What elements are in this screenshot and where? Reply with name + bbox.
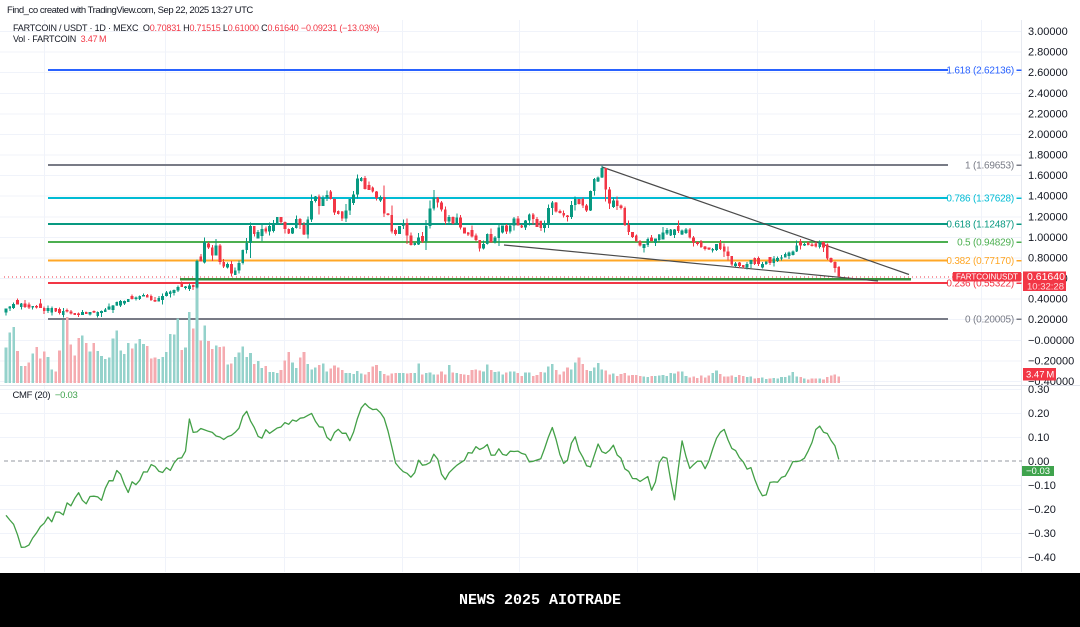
svg-text:1.60000: 1.60000 <box>1028 170 1068 182</box>
svg-text:1.40000: 1.40000 <box>1028 191 1068 203</box>
svg-text:0.382 (0.77170): 0.382 (0.77170) <box>946 256 1014 267</box>
svg-text:0.20: 0.20 <box>1028 408 1049 420</box>
svg-text:0.61640: 0.61640 <box>1027 271 1065 283</box>
svg-text:−0.00000: −0.00000 <box>1028 335 1074 347</box>
svg-text:3.00000: 3.00000 <box>1028 26 1068 38</box>
svg-text:0.80000: 0.80000 <box>1028 253 1068 265</box>
svg-text:FARTCOINUSDT: FARTCOINUSDT <box>956 272 1018 281</box>
svg-text:0.20000: 0.20000 <box>1028 314 1068 326</box>
svg-text:0.30: 0.30 <box>1028 384 1049 396</box>
svg-text:2.60000: 2.60000 <box>1028 67 1068 79</box>
svg-text:1.00000: 1.00000 <box>1028 232 1068 244</box>
svg-text:2.20000: 2.20000 <box>1028 108 1068 120</box>
svg-text:1.20000: 1.20000 <box>1028 211 1068 223</box>
svg-text:1.80000: 1.80000 <box>1028 150 1068 162</box>
svg-text:0.618 (1.12487): 0.618 (1.12487) <box>946 220 1014 231</box>
svg-text:0.5 (0.94829): 0.5 (0.94829) <box>957 238 1014 249</box>
svg-text:−0.20000: −0.20000 <box>1028 355 1074 367</box>
svg-text:−0.10: −0.10 <box>1028 480 1056 492</box>
svg-text:−0.03: −0.03 <box>1026 466 1050 477</box>
svg-text:−0.20: −0.20 <box>1028 504 1056 516</box>
svg-text:0.40000: 0.40000 <box>1028 294 1068 306</box>
svg-text:1.618 (2.62136): 1.618 (2.62136) <box>946 66 1014 77</box>
svg-text:0.10: 0.10 <box>1028 432 1049 444</box>
svg-text:0.786 (1.37628): 0.786 (1.37628) <box>946 194 1014 205</box>
svg-text:1 (1.69653): 1 (1.69653) <box>965 161 1014 172</box>
svg-text:10:32:28: 10:32:28 <box>1027 282 1064 293</box>
svg-text:0.00: 0.00 <box>1028 456 1049 468</box>
svg-text:0 (0.20005): 0 (0.20005) <box>965 315 1014 326</box>
svg-text:2.40000: 2.40000 <box>1028 88 1068 100</box>
svg-text:0.236 (0.55322): 0.236 (0.55322) <box>946 278 1014 289</box>
svg-text:−0.30: −0.30 <box>1028 528 1056 540</box>
svg-text:2.80000: 2.80000 <box>1028 47 1068 59</box>
svg-text:2.00000: 2.00000 <box>1028 129 1068 141</box>
svg-text:3.47 M: 3.47 M <box>1026 370 1054 381</box>
svg-text:−0.40: −0.40 <box>1028 552 1056 564</box>
